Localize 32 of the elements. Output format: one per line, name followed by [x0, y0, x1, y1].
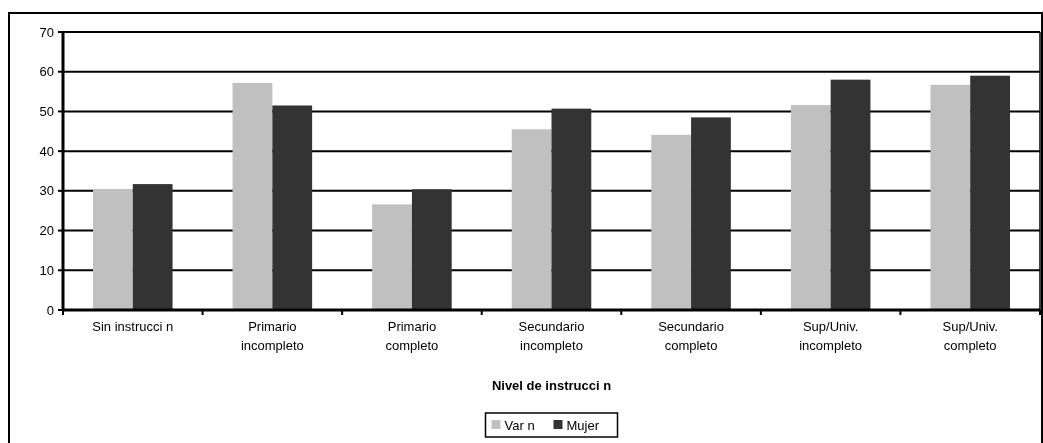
y-tick-label: 60	[39, 64, 54, 80]
x-tick-label: Sup/Univ. incompleto	[799, 319, 863, 353]
bar	[272, 105, 313, 310]
bar	[551, 108, 592, 310]
bar	[411, 189, 452, 310]
legend-label: Var n	[504, 417, 535, 433]
bar	[372, 204, 412, 310]
x-tick-label: Primario incompleto	[240, 319, 304, 353]
y-tick-label: 30	[39, 183, 54, 199]
y-tick-label: 40	[39, 143, 54, 159]
bar	[93, 189, 133, 310]
y-tick-label: 20	[39, 223, 54, 239]
bar	[970, 75, 1010, 310]
bar	[691, 117, 731, 310]
bar	[790, 105, 831, 310]
y-tick-label: 10	[39, 262, 54, 278]
x-axis-title: Nivel de instrucci n	[491, 378, 612, 393]
y-tick-label: 0	[46, 302, 54, 318]
x-tick-label: Sin instrucci n	[92, 319, 174, 334]
y-tick-label: 70	[39, 24, 54, 40]
bar	[132, 184, 173, 310]
bar	[651, 134, 692, 310]
bar	[930, 84, 971, 310]
x-tick-label: Secundario incompleto	[518, 319, 585, 353]
legend-label: Mujer	[566, 417, 600, 433]
bar	[232, 82, 273, 310]
y-tick-label: 50	[39, 103, 54, 119]
x-tick-label: Primario completo	[385, 319, 439, 353]
x-tick-label: Secundario completo	[658, 319, 724, 353]
x-tick-label: Sup/Univ. completo	[942, 319, 998, 353]
bar	[830, 79, 871, 310]
bar	[511, 129, 552, 310]
